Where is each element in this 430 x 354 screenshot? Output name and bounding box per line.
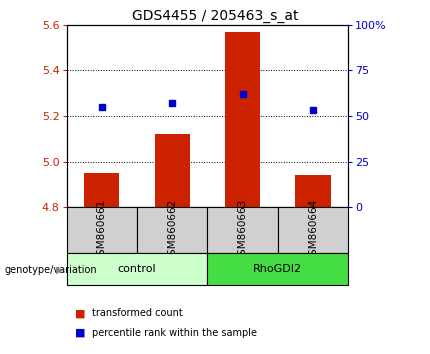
Bar: [67, 207, 137, 253]
Bar: [278, 207, 348, 253]
Text: GSM860661: GSM860661: [97, 199, 107, 262]
Text: GDS4455 / 205463_s_at: GDS4455 / 205463_s_at: [132, 9, 298, 23]
Text: RhoGDI2: RhoGDI2: [253, 264, 302, 274]
Bar: [207, 207, 278, 253]
Text: percentile rank within the sample: percentile rank within the sample: [92, 328, 257, 338]
Text: genotype/variation: genotype/variation: [4, 265, 97, 275]
Text: GSM860663: GSM860663: [238, 199, 248, 262]
Bar: [207, 253, 348, 285]
Bar: [137, 207, 207, 253]
Text: ■: ■: [75, 328, 86, 338]
Bar: [225, 32, 260, 207]
Bar: [67, 253, 207, 285]
Text: transformed count: transformed count: [92, 308, 182, 318]
Text: control: control: [118, 264, 157, 274]
Text: ▶: ▶: [56, 265, 64, 275]
Bar: [155, 134, 190, 207]
Text: ■: ■: [75, 308, 86, 318]
Bar: [84, 173, 120, 207]
Bar: [295, 175, 331, 207]
Text: GSM860664: GSM860664: [308, 199, 318, 262]
Text: GSM860662: GSM860662: [167, 199, 177, 262]
